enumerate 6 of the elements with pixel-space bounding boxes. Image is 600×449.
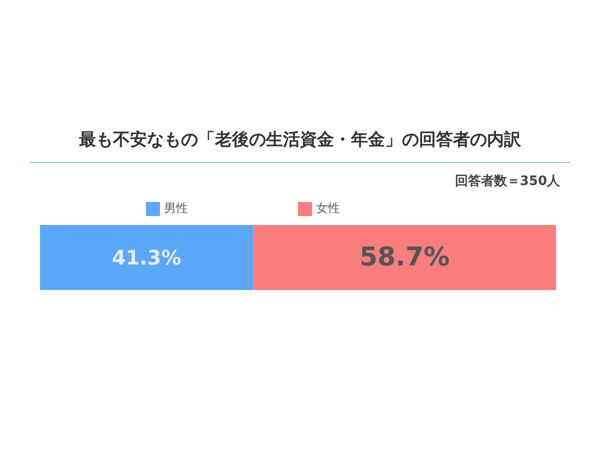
text: 回答者数＝350人 bbox=[454, 173, 560, 190]
legend-label: 女性 bbox=[316, 201, 340, 215]
data-label: 41.3% bbox=[112, 246, 182, 270]
data-label: 58.7% bbox=[359, 242, 450, 272]
chart-title: 最も不安なもの「老後の生活資金・年金」の回答者の内訳 bbox=[78, 129, 522, 151]
legend-label: 男性 bbox=[164, 201, 188, 215]
